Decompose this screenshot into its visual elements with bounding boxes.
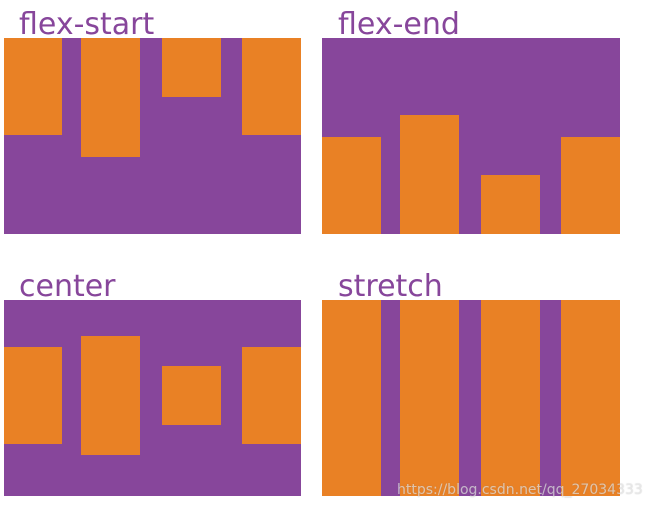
flex-item [4, 38, 62, 135]
flex-item [81, 38, 140, 157]
flex-item [322, 137, 381, 234]
flex-item [81, 336, 140, 455]
flex-item [481, 175, 540, 234]
flex-item [242, 38, 301, 135]
flex-item [481, 300, 540, 496]
panel-center [4, 300, 301, 496]
flex-item [400, 115, 459, 234]
panel-title-center: center [19, 269, 116, 304]
flex-item [162, 38, 221, 97]
panel-title-stretch: stretch [338, 269, 443, 304]
flex-item [242, 347, 301, 444]
panel-flex-end [322, 38, 620, 234]
panel-flex-start [4, 38, 301, 234]
panel-title-flex-start: flex-start [19, 7, 155, 42]
panel-title-flex-end: flex-end [338, 7, 460, 42]
flex-item [400, 300, 459, 496]
flex-item [561, 300, 620, 496]
flex-item [4, 347, 62, 444]
flex-item [561, 137, 620, 234]
flex-item [322, 300, 381, 496]
flex-item [162, 366, 221, 425]
panel-stretch [322, 300, 620, 496]
watermark-url: https://blog.csdn.net/qq_27034333 [397, 482, 643, 498]
